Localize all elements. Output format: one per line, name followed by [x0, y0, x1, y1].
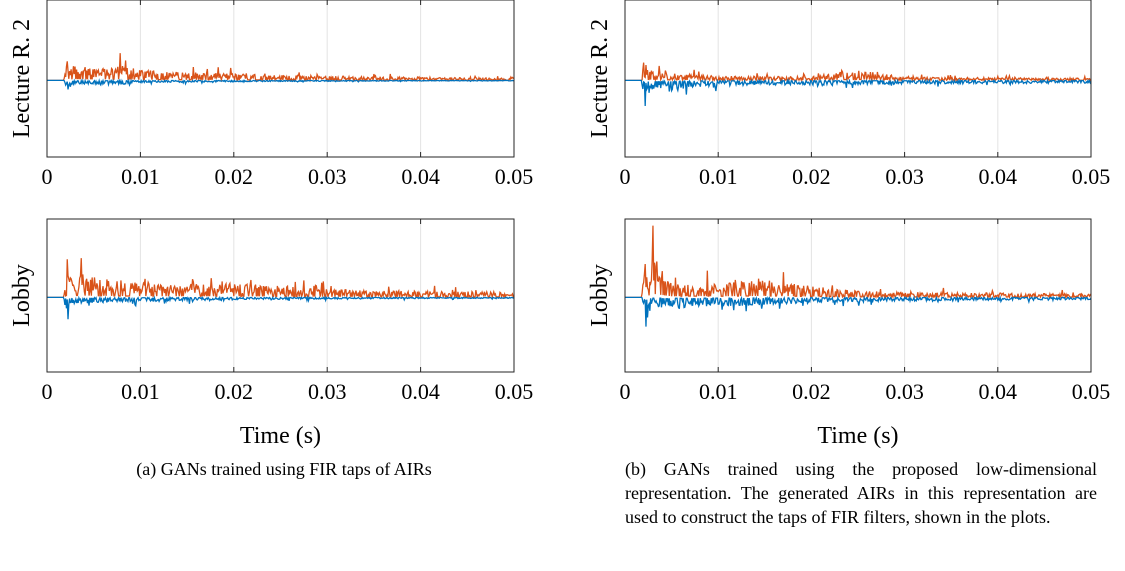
x-axis-label: Time (s) — [817, 423, 898, 449]
series-line-orange — [625, 62, 1091, 83]
x-tick-label: 0.04 — [401, 164, 440, 189]
x-tick-label: 0.05 — [1072, 164, 1111, 189]
series-line-blue — [625, 295, 1091, 327]
x-tick-label: 0.02 — [215, 164, 254, 189]
x-tick-label: 0.01 — [121, 379, 160, 404]
y-axis-label: Lecture R. 2 — [587, 19, 613, 138]
chart-panel-2: 0 0.01 0.02 0.03 0.04 0.05 Lecture R. 2 — [587, 0, 1110, 189]
x-tick-label: 0.05 — [495, 164, 534, 189]
series-line-orange — [625, 225, 1091, 300]
x-tick-label: 0.03 — [885, 379, 924, 404]
axes-box — [624, 218, 1092, 373]
x-tick-label: 0.03 — [885, 164, 924, 189]
y-axis-label: Lecture R. 2 — [9, 19, 35, 138]
x-tick-label: 0 — [42, 164, 53, 189]
x-tick-label: 0 — [620, 379, 631, 404]
series-line-blue — [47, 78, 514, 90]
x-tick-label: 0.04 — [979, 379, 1018, 404]
x-tick-label: 0.04 — [979, 164, 1018, 189]
x-tick-label: 0.02 — [792, 379, 831, 404]
x-tick-label: 0.02 — [215, 379, 254, 404]
chart-panel-4: 0 0.01 0.02 0.03 0.04 0.05 Lobby Time (s) — [587, 218, 1111, 449]
axes-box — [46, 0, 515, 158]
caption-b: (b) GANs trained using the proposed low-… — [625, 459, 1097, 527]
series-line-orange — [47, 258, 514, 300]
x-tick-label: 0.01 — [699, 164, 738, 189]
x-tick-label: 0.04 — [401, 379, 440, 404]
x-tick-label: 0.05 — [1072, 379, 1111, 404]
x-tick-label: 0.03 — [308, 379, 347, 404]
x-tick-label: 0.05 — [495, 379, 534, 404]
axes-box — [46, 218, 515, 373]
series-line-blue — [625, 78, 1091, 107]
x-tick-label: 0.01 — [699, 379, 738, 404]
chart-panel-3: 0 0.01 0.02 0.03 0.04 0.05 Lobby Time (s) — [9, 218, 534, 449]
caption-a: (a) GANs trained using FIR taps of AIRs — [136, 459, 432, 479]
y-axis-label: Lobby — [587, 264, 613, 327]
series-line-orange — [47, 53, 514, 83]
y-axis-label: Lobby — [9, 264, 35, 327]
x-tick-label: 0.02 — [792, 164, 831, 189]
x-tick-label: 0 — [42, 379, 53, 404]
axes-box — [624, 0, 1092, 158]
x-tick-label: 0 — [620, 164, 631, 189]
chart-panel-1: 0 0.01 0.02 0.03 0.04 0.05 Lecture R. 2 — [9, 0, 533, 189]
series-line-blue — [47, 294, 514, 320]
x-tick-label: 0.03 — [308, 164, 347, 189]
x-axis-label: Time (s) — [240, 423, 321, 449]
x-tick-label: 0.01 — [121, 164, 160, 189]
